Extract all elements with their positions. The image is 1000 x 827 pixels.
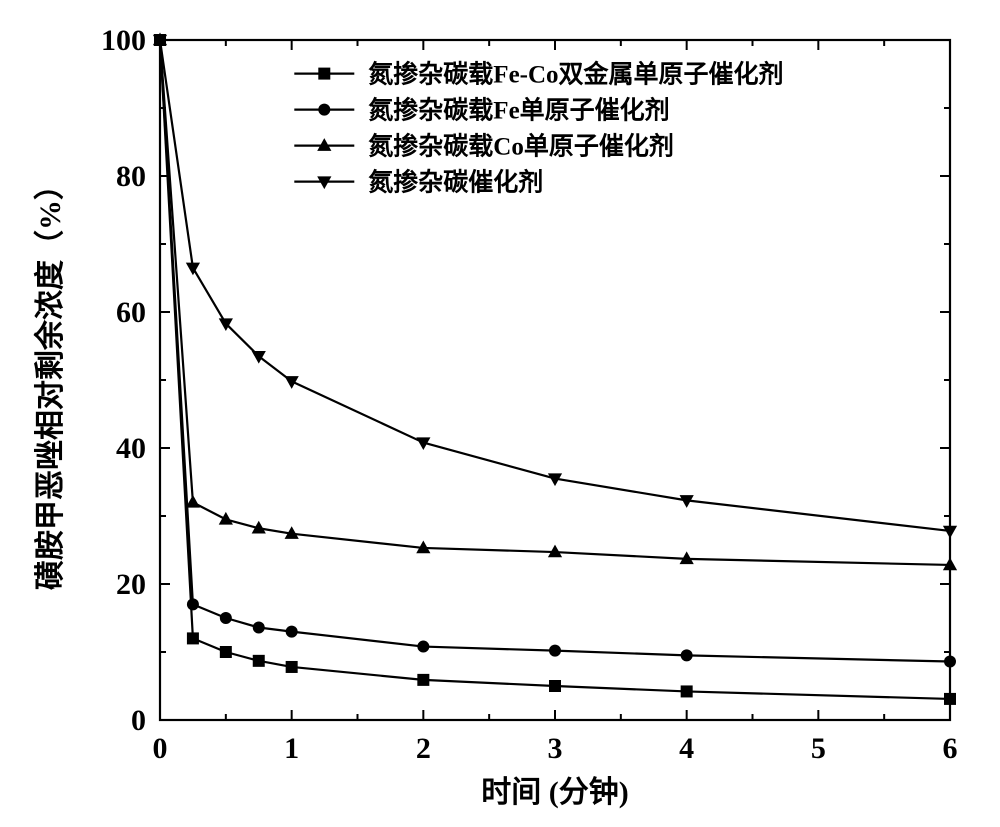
x-tick-label: 1 bbox=[284, 732, 299, 765]
series-marker bbox=[253, 622, 265, 634]
x-tick-label: 2 bbox=[416, 732, 431, 765]
series-marker bbox=[286, 661, 298, 673]
series-marker bbox=[417, 641, 429, 653]
x-tick-label: 5 bbox=[811, 732, 826, 765]
y-axis-label: 磺胺甲恶唑相对剩余浓度（%） bbox=[33, 170, 67, 590]
series-marker bbox=[681, 685, 693, 697]
x-tick-label: 3 bbox=[548, 732, 563, 765]
series-marker bbox=[944, 693, 956, 705]
legend-marker bbox=[318, 104, 330, 116]
y-tick-label: 20 bbox=[116, 568, 146, 601]
series-marker bbox=[187, 632, 199, 644]
x-tick-label: 6 bbox=[943, 732, 958, 765]
series-marker bbox=[944, 656, 956, 668]
legend-marker bbox=[318, 68, 330, 80]
x-axis-label: 时间 (分钟) bbox=[481, 776, 628, 809]
legend-label: 氮掺杂碳载Fe单原子催化剂 bbox=[368, 96, 669, 125]
legend-label: 氮掺杂碳载Fe-Co双金属单原子催化剂 bbox=[368, 60, 783, 89]
series-marker bbox=[253, 655, 265, 667]
legend-item: 氮掺杂碳载Fe-Co双金属单原子催化剂 bbox=[294, 60, 783, 89]
y-tick-label: 80 bbox=[116, 160, 146, 193]
y-tick-label: 40 bbox=[116, 432, 146, 465]
series-marker bbox=[681, 649, 693, 661]
legend-label: 氮掺杂碳催化剂 bbox=[368, 168, 543, 197]
series-marker bbox=[417, 674, 429, 686]
series-marker bbox=[549, 645, 561, 657]
series-marker bbox=[286, 626, 298, 638]
y-tick-label: 0 bbox=[131, 704, 146, 737]
y-tick-label: 60 bbox=[116, 296, 146, 329]
series-marker bbox=[220, 612, 232, 624]
x-tick-label: 0 bbox=[153, 732, 168, 765]
series-marker bbox=[549, 680, 561, 692]
legend-label: 氮掺杂碳载Co单原子催化剂 bbox=[368, 132, 674, 161]
series-marker bbox=[220, 646, 232, 658]
x-tick-label: 4 bbox=[679, 732, 694, 765]
y-tick-label: 100 bbox=[101, 24, 146, 57]
series-marker bbox=[187, 598, 199, 610]
line-chart: 0 1 2 3 4 5 6 时间 (分钟) 0 20 40 60 80 100 磺胺甲恶唑相对剩余浓度（%）… bbox=[0, 0, 1000, 827]
